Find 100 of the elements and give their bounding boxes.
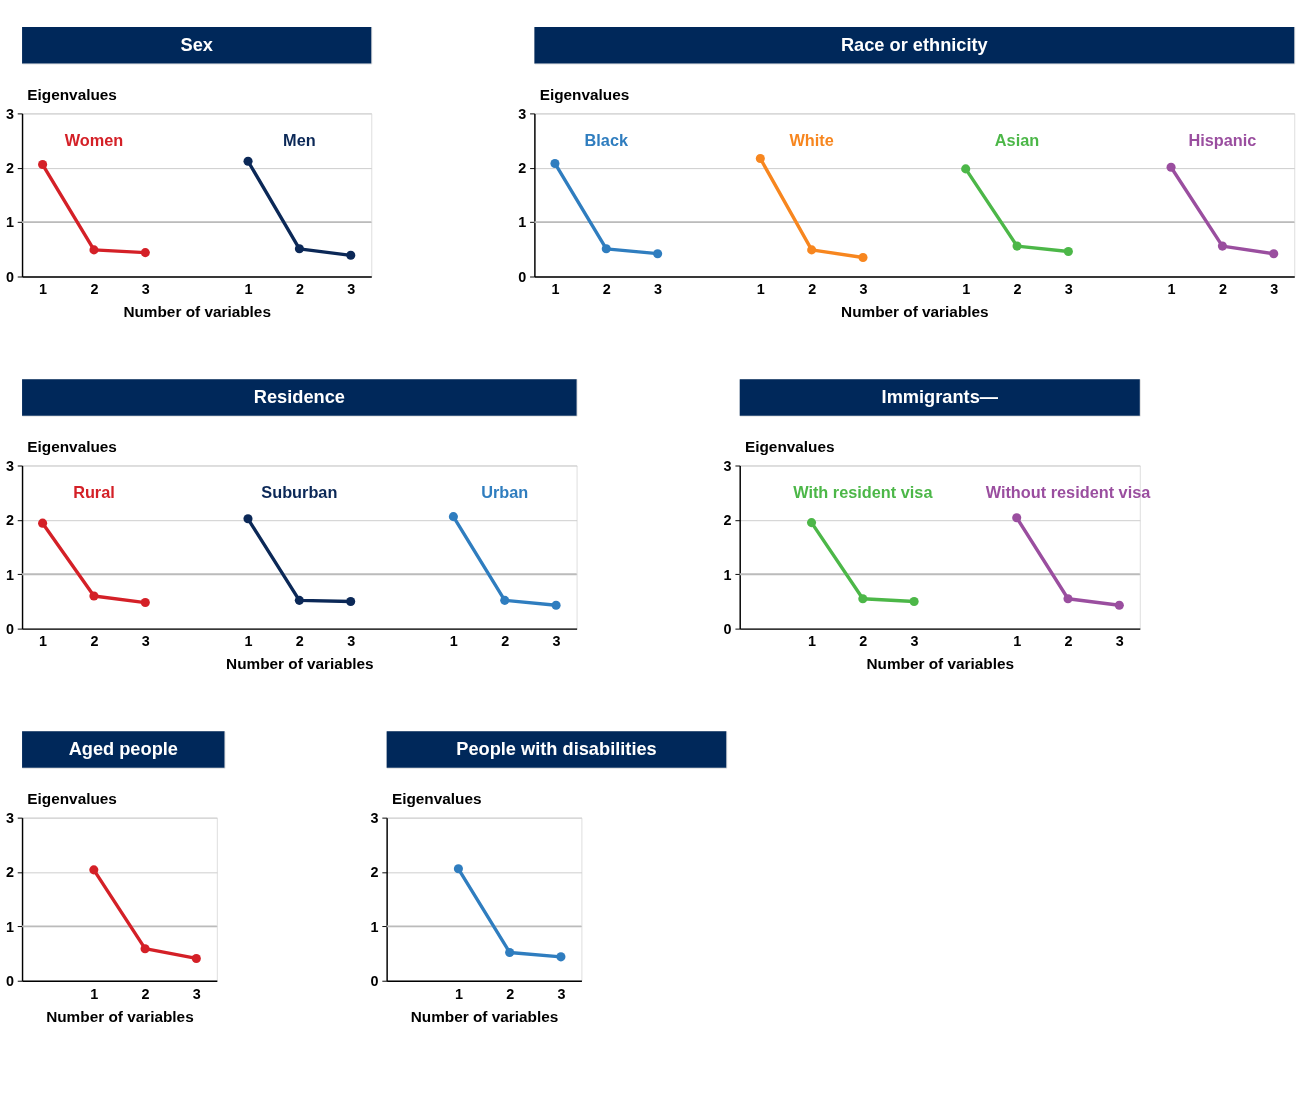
y-tick-label: 3 [370,809,379,826]
x-tick-label: 2 [141,985,150,1002]
point [140,598,150,608]
x-tick-label: 1 [244,281,253,298]
point [909,596,919,606]
point [243,156,253,166]
point [505,947,515,958]
y-tick-label: 3 [5,105,14,122]
point [346,250,356,260]
point [551,600,561,610]
y-axis-title: Eigenvalues [27,85,117,103]
y-tick-label: 2 [5,864,14,881]
y-tick-label: 0 [518,268,527,285]
y-tick-label: 0 [370,973,379,990]
chart-title: Residence [253,387,345,408]
x-tick-label: 2 [808,281,817,298]
x-axis-title: Number of variables [866,655,1015,673]
x-tick-label: 3 [859,281,868,298]
point [38,159,48,170]
y-axis-title: Eigenvalues [27,789,117,807]
point [755,154,765,164]
y-tick-label: 1 [370,918,379,935]
y-tick-label: 0 [5,268,14,285]
y-tick-label: 3 [723,457,732,474]
chart-title: People with disabilities [456,739,657,760]
y-tick-label: 3 [5,457,14,474]
x-tick-label: 1 [39,281,48,298]
x-axis-title: Number of variables [226,655,374,673]
y-axis-title: Eigenvalues [539,85,630,103]
y-tick-label: 1 [5,566,14,583]
series-label: Women [64,130,124,149]
point [140,944,150,954]
y-tick-label: 2 [5,160,14,177]
x-tick-label: 3 [552,633,561,650]
y-tick-label: 1 [518,214,527,231]
point [140,248,150,258]
y-tick-label: 2 [5,512,14,529]
x-tick-label: 2 [295,281,304,298]
x-tick-label: 2 [501,633,510,650]
point [806,518,817,528]
point [1012,513,1022,523]
point [243,514,253,524]
y-tick-label: 2 [723,512,732,529]
point [1114,600,1124,610]
x-tick-label: 1 [756,281,765,298]
x-tick-label: 1 [1013,633,1022,650]
y-tick-label: 3 [5,809,14,826]
x-tick-label: 2 [295,633,304,650]
y-tick-label: 1 [723,566,732,583]
x-tick-label: 1 [808,633,817,650]
x-tick-label: 3 [910,633,919,650]
x-tick-label: 1 [962,281,971,298]
series-label: Asian [994,130,1040,149]
y-tick-label: 1 [5,214,14,231]
point [556,952,566,962]
point [1217,241,1227,251]
x-tick-label: 3 [347,633,356,650]
point [294,595,304,605]
x-tick-label: 3 [654,281,663,298]
x-tick-label: 2 [90,281,99,298]
point [807,245,817,255]
y-tick-label: 0 [723,620,732,637]
x-tick-label: 2 [1064,633,1073,650]
x-tick-label: 2 [1013,281,1022,298]
point [653,249,663,259]
point [448,512,458,522]
x-tick-label: 2 [506,985,515,1002]
point [1063,246,1073,257]
series-label: With resident visa [793,483,934,502]
text: Rural [73,483,115,502]
point [294,244,304,254]
point [500,595,510,605]
y-tick-label: 0 [5,973,14,990]
x-tick-label: 2 [1218,281,1227,298]
x-tick-label: 2 [90,633,99,650]
point [961,164,971,174]
x-tick-label: 2 [602,281,611,298]
x-tick-label: 1 [244,633,253,650]
x-tick-label: 2 [859,633,868,650]
series-label: Hispanic [1188,130,1257,149]
x-axis-title: Number of variables [410,1007,559,1025]
y-tick-label: 0 [5,620,14,637]
point [191,953,201,963]
point [89,591,99,601]
x-tick-label: 1 [1167,281,1176,298]
chart-title: Sex [180,35,213,56]
x-tick-label: 3 [141,633,150,650]
point [1012,241,1022,251]
chart-title: Aged people [68,739,178,760]
y-tick-label: 3 [518,105,527,122]
point [1063,594,1073,604]
y-tick-label: 2 [518,160,527,177]
x-tick-label: 3 [557,985,566,1002]
series-label: Urban [481,483,529,502]
point [858,252,868,263]
x-tick-label: 3 [192,985,201,1002]
point [453,864,463,874]
x-axis-title: Number of variables [46,1007,194,1025]
series-label: White [789,130,834,149]
series-label: Without resident visa [985,483,1152,502]
